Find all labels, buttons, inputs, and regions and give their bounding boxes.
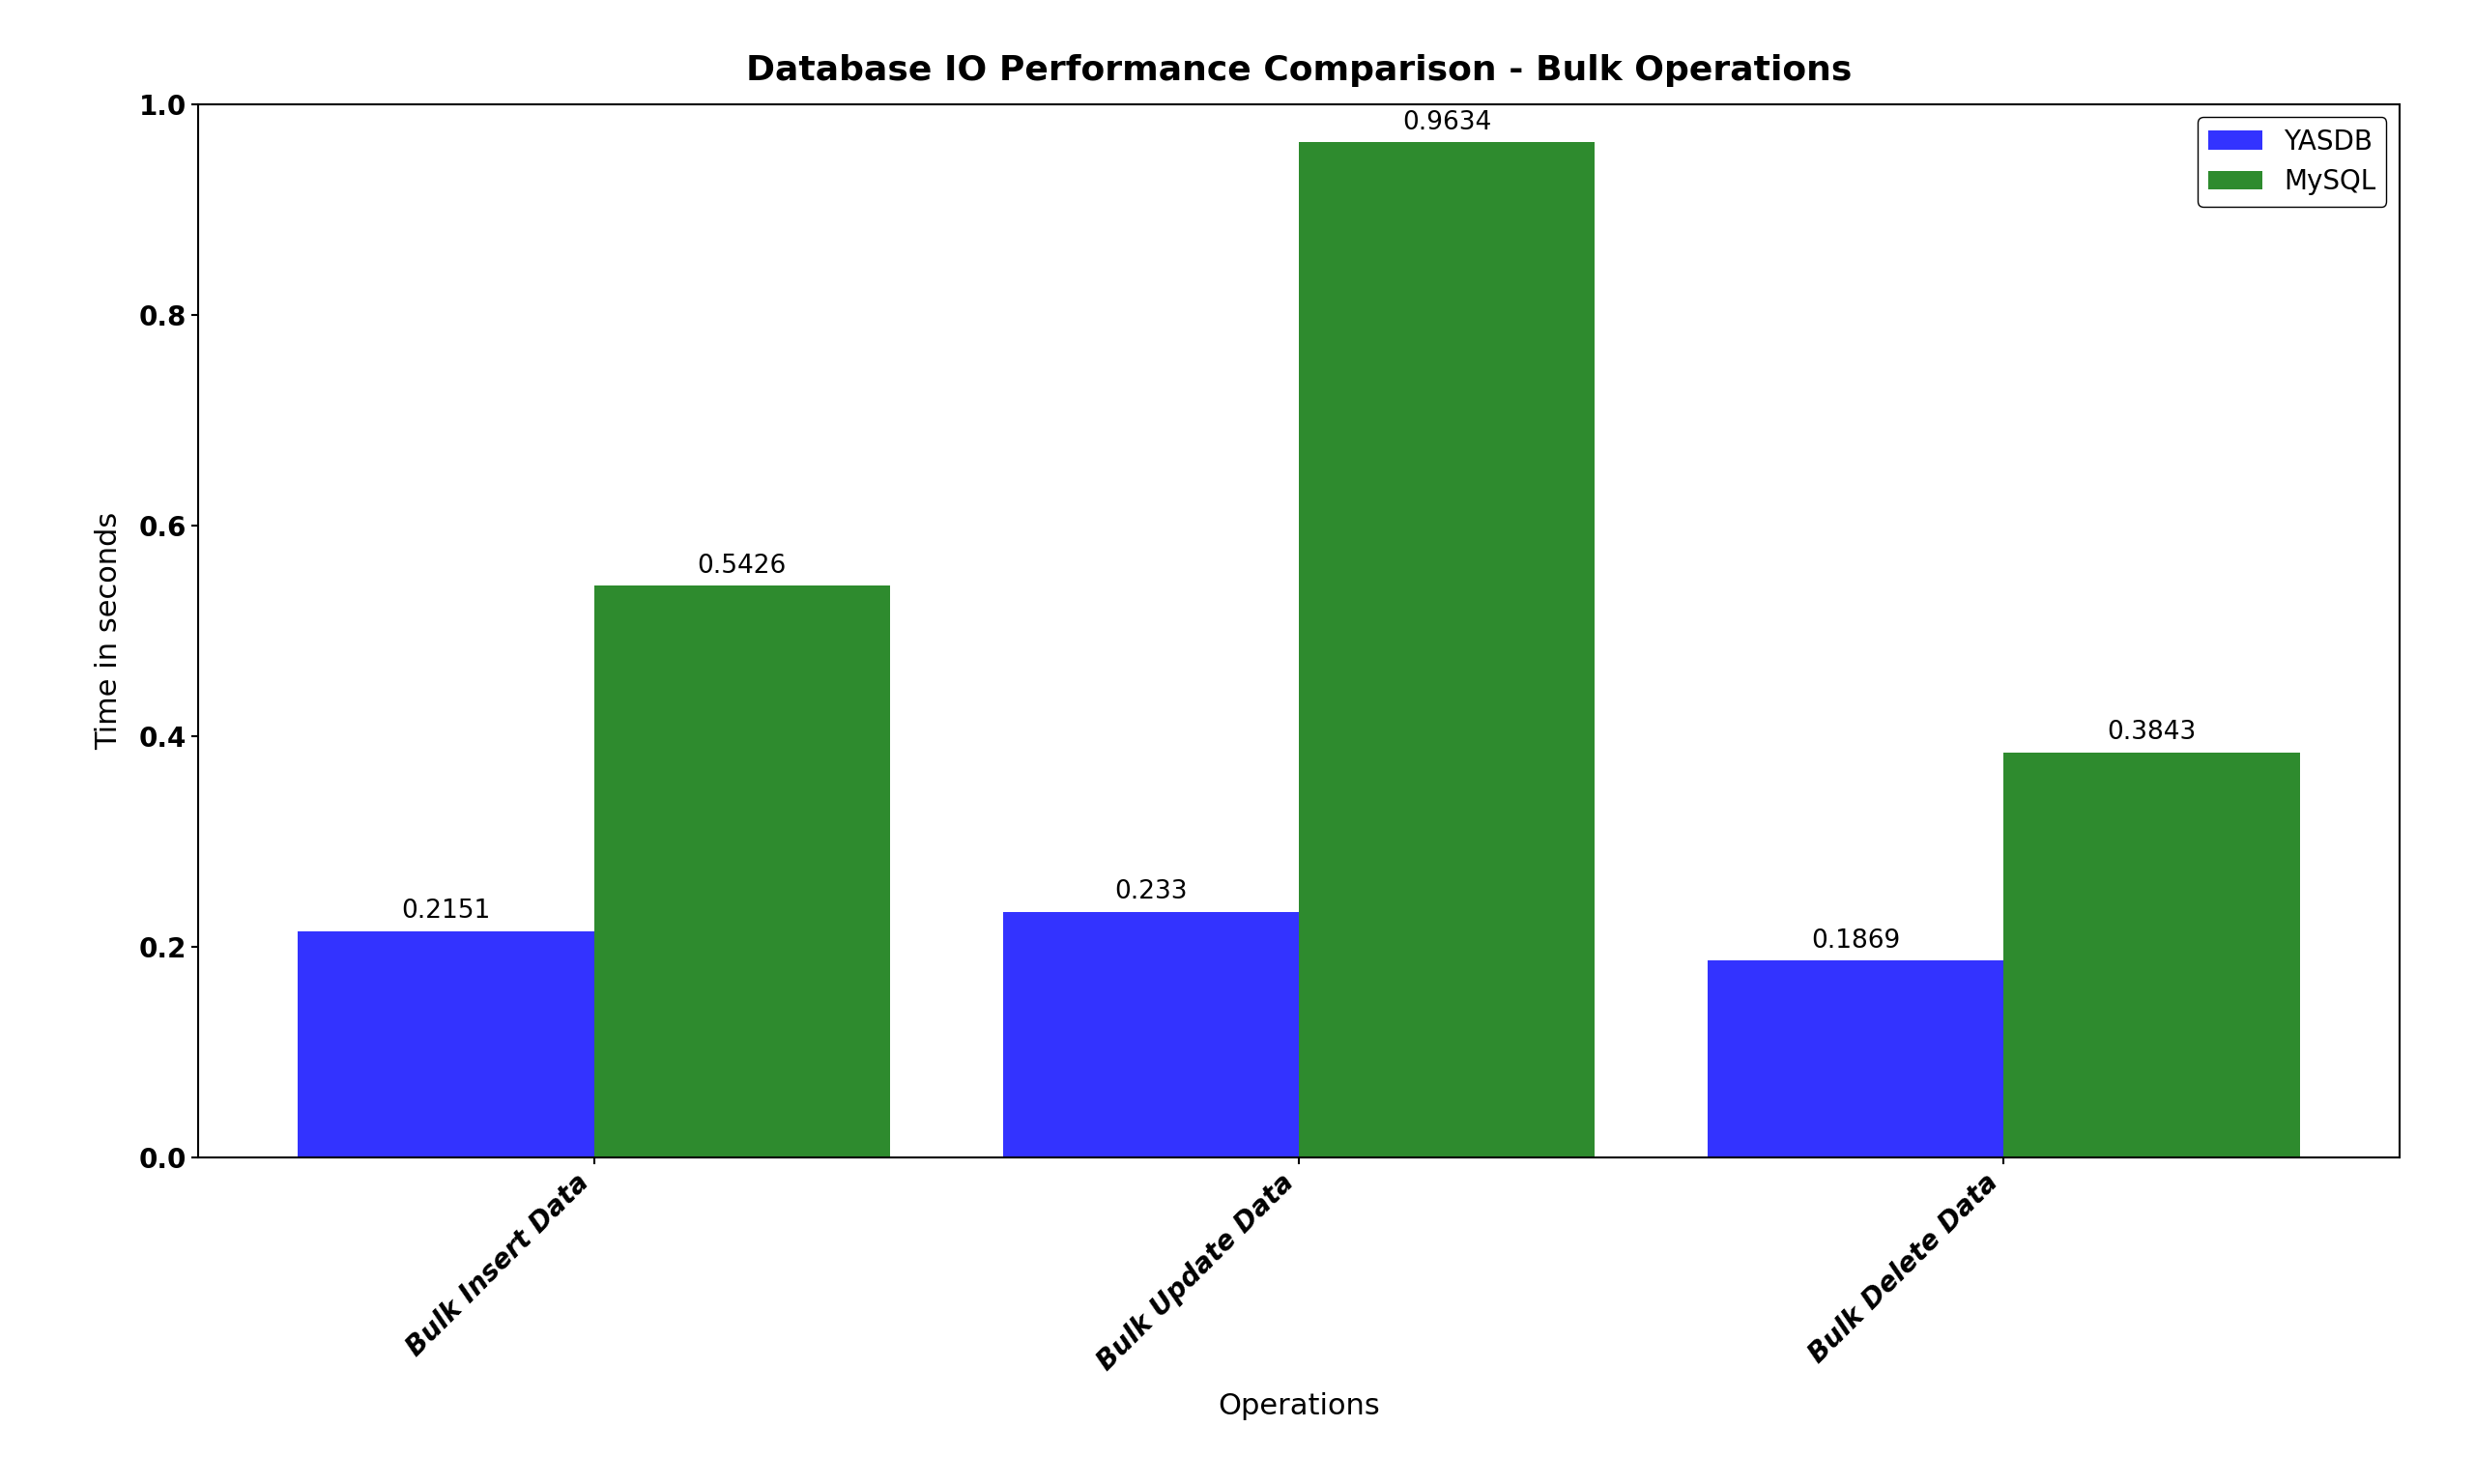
Bar [1002,913,1299,1158]
X-axis label: Operations: Operations [1217,1392,1380,1420]
Title: Database IO Performance Comparison - Bulk Operations: Database IO Performance Comparison - Bul… [745,53,1853,86]
Text: 0.2151: 0.2151 [401,898,490,923]
Text: 0.233: 0.233 [1113,880,1188,905]
Bar [594,586,891,1158]
Bar [1299,142,1596,1158]
Bar [2004,752,2301,1158]
Text: 0.9634: 0.9634 [1403,110,1492,135]
Text: 0.3843: 0.3843 [2108,720,2197,745]
Bar [297,930,594,1158]
Text: 0.5426: 0.5426 [698,554,787,579]
Legend: YASDB, MySQL: YASDB, MySQL [2197,117,2387,206]
Bar [1707,960,2004,1158]
Text: 0.1869: 0.1869 [1811,928,1900,953]
Y-axis label: Time in seconds: Time in seconds [94,512,124,749]
